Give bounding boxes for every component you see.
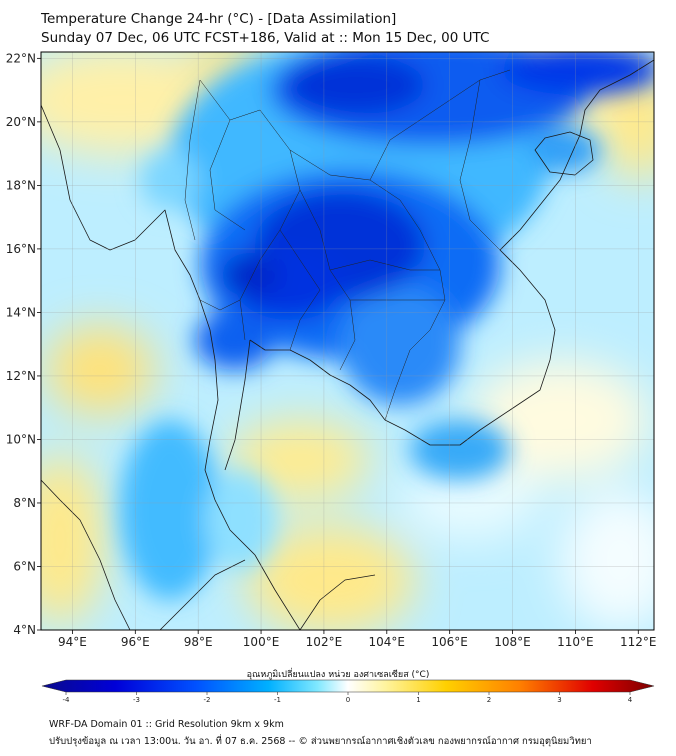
map-gridlines	[41, 52, 654, 631]
y-tick-label: 4°N	[13, 623, 36, 637]
y-tick-label: 18°N	[6, 178, 36, 192]
x-tick-label: 104°E	[369, 635, 406, 649]
colorbar-tick-label: 3	[557, 696, 561, 704]
y-tick-label: 12°N	[6, 369, 36, 383]
chart-subtitle: Sunday 07 Dec, 06 UTC FCST+186, Valid at…	[41, 30, 490, 46]
x-tick-label: 94°E	[58, 635, 87, 649]
y-tick-label: 16°N	[6, 242, 36, 256]
x-tick-label: 96°E	[121, 635, 150, 649]
colorbar-gradient	[41, 679, 655, 693]
y-tick-label: 22°N	[6, 51, 36, 65]
colorbar-tick-label: 1	[416, 696, 420, 704]
colorbar-tick-label: 4	[628, 696, 633, 704]
x-tick-label: 98°E	[184, 635, 213, 649]
colorbar-ticks: -4 -3 -2 -1 0 1 2 3 4	[63, 692, 633, 704]
x-tick-label: 100°E	[243, 635, 280, 649]
y-tick-label: 20°N	[6, 115, 36, 129]
colorbar-tick-label: -3	[133, 696, 140, 704]
y-tick-label: 8°N	[13, 496, 36, 510]
colorbar-title: อุณหภูมิเปลี่ยนแปลง หน่วย องศาเซลเซียส (…	[246, 670, 430, 680]
y-tick-label: 6°N	[13, 559, 36, 573]
chart-title: Temperature Change 24-hr (°C) - [Data As…	[41, 11, 397, 27]
footer-model-info: WRF-DA Domain 01 :: Grid Resolution 9km …	[49, 719, 284, 730]
y-tick-label: 14°N	[6, 305, 36, 319]
x-tick-label: 110°E	[557, 635, 594, 649]
footer-update-info: ปรับปรุงข้อมูล ณ เวลา 13:00น. วัน อา. ที…	[49, 736, 592, 747]
colorbar-tick-label: -2	[204, 696, 211, 704]
map-frame	[40, 51, 655, 631]
x-tick-label: 112°E	[620, 635, 657, 649]
colorbar-tick-label: 0	[346, 696, 350, 704]
colorbar: -4 -3 -2 -1 0 1 2 3 4	[41, 679, 655, 704]
x-axis-ticks: 94°E 96°E 98°E 100°E 102°E 104°E 106°E 108°E 110…	[58, 630, 657, 649]
colorbar-tick-label: 2	[487, 696, 491, 704]
x-tick-label: 106°E	[431, 635, 468, 649]
x-tick-label: 102°E	[306, 635, 343, 649]
y-tick-label: 10°N	[6, 432, 36, 446]
y-axis-ticks: 22°N 20°N 18°N 16°N 14°N 12°N 10°N 8°N 6°N 4°N	[6, 51, 41, 637]
temperature-field	[41, 52, 654, 630]
colorbar-tick-label: -4	[63, 696, 71, 704]
x-tick-label: 108°E	[494, 635, 531, 649]
colorbar-tick-label: -1	[274, 696, 281, 704]
